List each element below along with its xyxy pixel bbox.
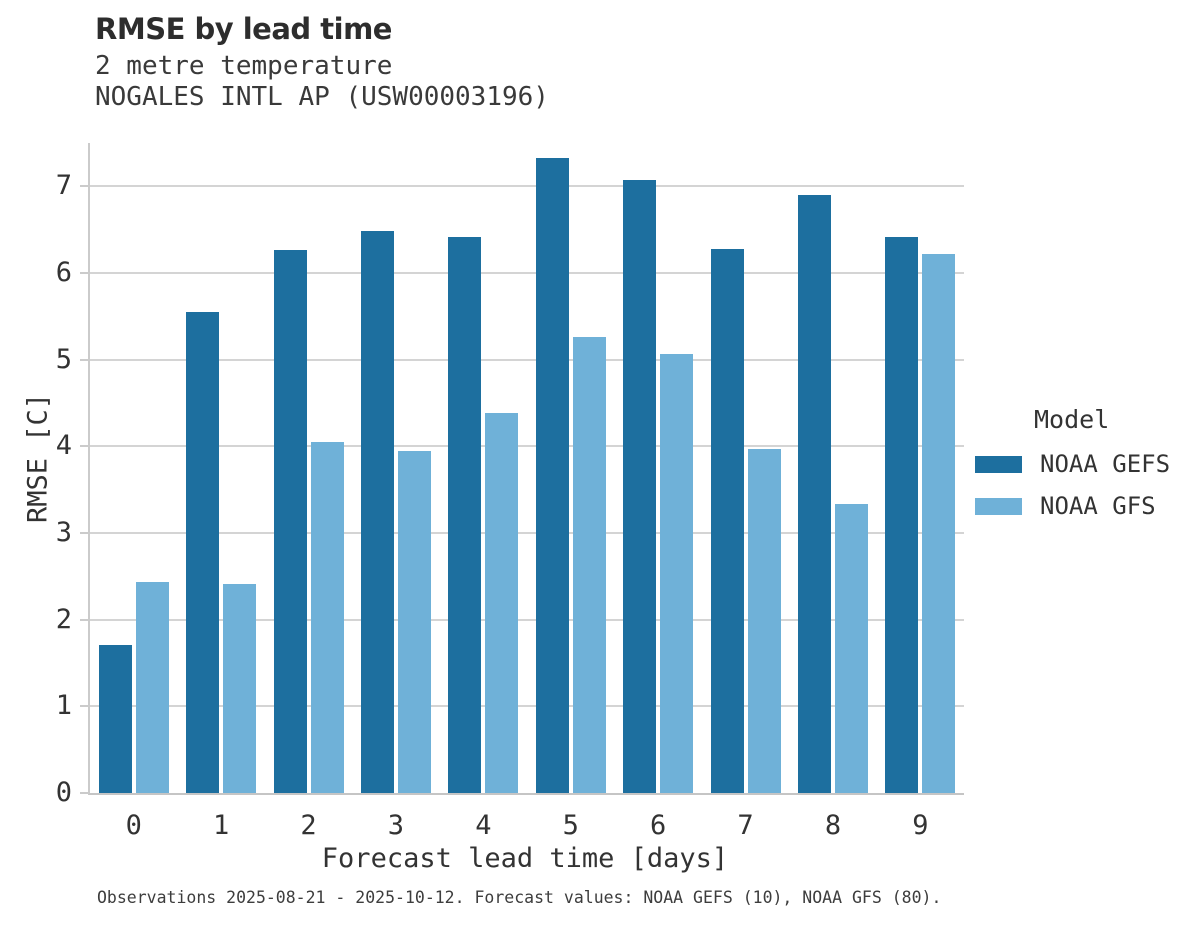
y-axis-label: RMSE [C] xyxy=(22,392,54,524)
x-tick-label: 5 xyxy=(562,810,579,841)
x-tick-label: 2 xyxy=(300,810,317,841)
bar-noaa-gfs xyxy=(747,448,781,793)
bar-noaa-gefs xyxy=(797,195,831,793)
x-tick-label: 6 xyxy=(650,810,667,841)
bar-noaa-gfs xyxy=(922,253,956,793)
legend-swatch xyxy=(975,497,1022,515)
chart-subtitle: 2 metre temperature xyxy=(95,51,393,81)
y-tick-label: 5 xyxy=(55,343,72,375)
bar-group: 9 xyxy=(877,143,964,841)
y-tick xyxy=(80,185,88,188)
bar-group: 0 xyxy=(90,143,177,841)
bar-noaa-gfs xyxy=(660,353,694,793)
x-tick-label: 3 xyxy=(387,810,405,841)
bar-noaa-gfs xyxy=(834,504,868,793)
x-tick-label: 7 xyxy=(737,810,754,841)
x-tick-label: 0 xyxy=(125,810,142,841)
y-tick xyxy=(80,532,88,534)
bar-noaa-gefs xyxy=(885,236,919,793)
gridline xyxy=(90,532,964,534)
bar-noaa-gfs xyxy=(310,442,344,793)
bar-noaa-gfs xyxy=(485,413,519,793)
bar-group: 8 xyxy=(789,143,876,841)
y-tick-label: 4 xyxy=(55,430,72,462)
x-tick-label: 1 xyxy=(212,810,230,841)
y-tick-label: 2 xyxy=(55,603,72,635)
bar-noaa-gfs xyxy=(223,584,257,793)
y-tick xyxy=(80,618,88,621)
bar-noaa-gefs xyxy=(710,248,744,793)
bar-noaa-gefs xyxy=(535,157,569,793)
y-tick-label: 3 xyxy=(55,517,72,548)
legend-label: NOAA GFS xyxy=(1040,492,1156,520)
bar-noaa-gefs xyxy=(98,644,132,793)
bar-noaa-gfs xyxy=(397,450,431,793)
bar-noaa-gefs xyxy=(448,236,482,793)
x-axis-label: Forecast lead time [days] xyxy=(321,843,729,874)
bar-group: 6 xyxy=(614,143,701,841)
gridline xyxy=(90,618,964,621)
y-tick-label: 0 xyxy=(55,777,72,808)
legend-title: Model xyxy=(1034,405,1110,434)
legend-row: NOAA GFS xyxy=(975,492,1170,520)
bar-noaa-gefs xyxy=(273,249,307,793)
y-tick xyxy=(80,445,88,448)
gridline xyxy=(90,445,964,448)
chart-title: RMSE by lead time xyxy=(95,12,392,46)
x-tick-label: 4 xyxy=(475,810,492,841)
bar-noaa-gfs xyxy=(135,582,169,793)
y-tick xyxy=(80,705,88,708)
x-tick-label: 8 xyxy=(824,810,842,841)
bar-noaa-gefs xyxy=(186,312,220,793)
gridline xyxy=(90,185,964,188)
legend: Model NOAA GEFS NOAA GFS xyxy=(975,405,1170,534)
bar-noaa-gfs xyxy=(572,337,606,793)
bar-group: 1 xyxy=(177,143,264,841)
footnote: Observations 2025-08-21 - 2025-10-12. Fo… xyxy=(97,888,942,907)
legend-swatch xyxy=(975,455,1022,473)
bar-group: 4 xyxy=(440,143,527,841)
y-tick xyxy=(80,358,88,361)
bar-group: 7 xyxy=(702,143,789,841)
legend-row: NOAA GEFS xyxy=(975,450,1170,478)
legend-entries: NOAA GEFS NOAA GFS xyxy=(975,450,1170,520)
y-tick xyxy=(80,272,88,274)
bar-group: 3 xyxy=(352,143,439,841)
bar-group: 2 xyxy=(265,143,352,841)
bar-noaa-gefs xyxy=(623,180,657,793)
bar-noaa-gefs xyxy=(360,231,394,793)
y-tick-label: 1 xyxy=(55,690,72,722)
gridline xyxy=(90,358,964,361)
y-tick xyxy=(80,792,88,794)
gridline xyxy=(90,272,964,274)
gridline xyxy=(90,705,964,708)
y-tick-label: 6 xyxy=(55,257,72,288)
y-tick-label: 7 xyxy=(55,170,72,202)
x-tick-label: 9 xyxy=(912,810,929,841)
plot-area: 0 1 2 3 4 5 6 7 0 1 2 3 4 5 6 7 8 9 xyxy=(56,143,964,841)
legend-label: NOAA GEFS xyxy=(1040,450,1171,478)
bar-group: 5 xyxy=(527,143,614,841)
chart-station: NOGALES INTL AP (USW00003196) xyxy=(95,82,549,112)
